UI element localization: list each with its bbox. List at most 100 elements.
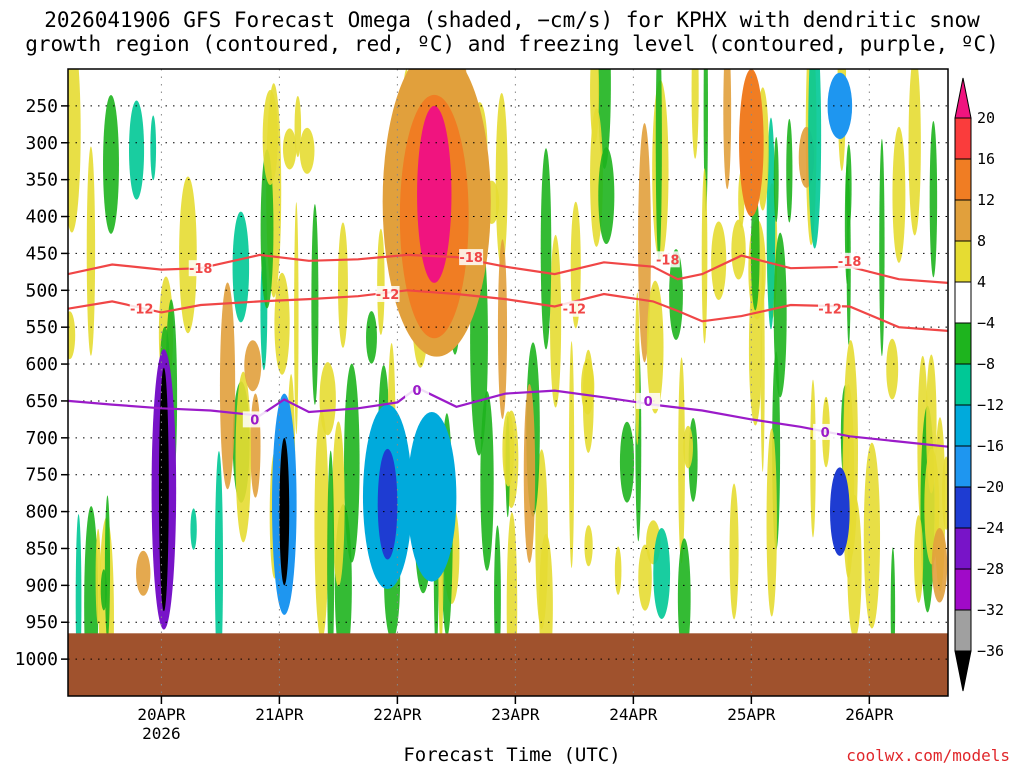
omega-streak	[808, 69, 822, 249]
omega-streak	[100, 569, 107, 611]
contour-line	[68, 386, 948, 448]
omega-streak	[766, 428, 777, 617]
omega-streak	[731, 219, 746, 280]
omega-streak	[729, 483, 739, 620]
omega-streak	[570, 201, 581, 329]
y-tick-label: 950	[25, 612, 58, 633]
omega-streak	[294, 202, 299, 435]
omega-shading-layer	[68, 69, 948, 696]
omega-streak	[377, 228, 385, 335]
omega-streak	[683, 425, 693, 469]
omega-streak	[614, 546, 622, 595]
x-axis-label: Forecast Time (UTC)	[403, 744, 621, 766]
omega-streak	[879, 138, 885, 357]
y-tick-label: 1000	[15, 649, 58, 670]
omega-streak	[250, 393, 261, 498]
colorbar-band	[954, 486, 972, 529]
colorbar-top-arrow	[954, 77, 972, 119]
y-tick-label: 300	[25, 133, 58, 154]
colorbar-bottom-arrow	[954, 650, 972, 692]
y-tick-label: 600	[25, 354, 58, 375]
omega-streak	[68, 311, 76, 360]
y-tick-label: 450	[25, 243, 58, 264]
y-tick-label: 550	[25, 317, 58, 338]
contour-label: 0	[821, 426, 830, 441]
colorbar-legend: 20 16 12 8 4 −4 −8 −12 −16 −20 −24 −28 −32 −36	[954, 77, 1004, 692]
omega-streak	[244, 340, 262, 392]
x-tick-label: 26APR	[845, 705, 894, 724]
omega-streak	[260, 149, 274, 309]
omega-streak	[495, 92, 508, 268]
omega-streak	[845, 144, 852, 230]
omega-streak	[190, 508, 197, 550]
omega-streak	[235, 371, 252, 543]
contour-label-bg	[562, 300, 587, 317]
omega-streak	[95, 528, 101, 625]
omega-streak	[219, 282, 236, 490]
omega-streak	[678, 357, 685, 564]
omega-streak	[638, 123, 651, 363]
omega-streak	[274, 272, 290, 375]
colorbar-label: −36	[977, 642, 1004, 660]
omega-streak	[319, 362, 336, 436]
contour-line	[68, 289, 948, 332]
x-tick-label: 22APR	[373, 705, 422, 724]
omega-streak	[598, 147, 615, 245]
chart-title-line-2: growth region (contoured, red, ºC) and f…	[25, 32, 999, 56]
omega-streak	[299, 127, 315, 174]
contour-label-bg	[188, 260, 213, 277]
colorbar-band	[954, 609, 972, 652]
omega-streak	[913, 515, 924, 603]
colorbar-label: −28	[977, 560, 1004, 578]
omega-streak	[929, 121, 938, 278]
source-credit: coolwx.com/models	[846, 746, 1010, 765]
contour-label: -18	[459, 251, 483, 266]
omega-streak	[926, 354, 937, 494]
colorbar-band	[954, 240, 972, 283]
contour-label: -12	[376, 288, 400, 303]
omega-streak	[344, 363, 360, 563]
contour-label: -18	[656, 253, 680, 268]
omega-streak	[653, 527, 671, 619]
y-tick-label: 500	[25, 280, 58, 301]
omega-streak	[773, 232, 787, 398]
omega-streak	[262, 89, 278, 186]
y-tick-label: 400	[25, 207, 58, 228]
y-tick-label: 700	[25, 428, 58, 449]
omega-streak	[568, 341, 575, 569]
contour-label-bg	[405, 381, 430, 398]
contour-label-bg	[837, 252, 862, 269]
y-axis: 250 300 350 400 450 500 550 600 650 700 750 800 850 9…	[15, 96, 68, 670]
plot-frame	[67, 68, 949, 697]
omega-streak	[86, 146, 96, 356]
omega-streak	[646, 280, 664, 414]
omega-streak	[494, 525, 501, 670]
omega-streak	[128, 100, 145, 200]
contour-label-bg	[129, 300, 154, 317]
colorbar-band	[954, 363, 972, 406]
omega-streak	[68, 69, 81, 233]
omega-streak	[150, 115, 157, 181]
ground-fill	[68, 633, 948, 696]
contour-label: -12	[818, 303, 842, 318]
x-tick-label: 24APR	[609, 705, 658, 724]
omega-streak	[886, 338, 899, 400]
omega-streak	[619, 421, 635, 503]
y-tick-label: 800	[25, 502, 58, 523]
omega-streak	[214, 451, 224, 683]
omega-streak	[103, 94, 119, 234]
colorbar-label: −8	[977, 355, 995, 373]
omega-streak	[311, 204, 319, 405]
colorbar-label: 8	[977, 232, 986, 250]
omega-streak	[677, 538, 691, 657]
omega-region	[158, 367, 169, 612]
colorbar-band	[954, 404, 972, 447]
contour-layer: -18 -18 -18 -18 -12 -12 -12 -12 0 0 0 0	[68, 249, 948, 448]
omega-streak	[931, 527, 948, 603]
omega-streak	[711, 221, 727, 300]
contour-label: -12	[130, 303, 154, 318]
contour-label-bg	[636, 392, 661, 409]
omega-streak	[766, 117, 776, 330]
omega-streak	[550, 234, 562, 408]
